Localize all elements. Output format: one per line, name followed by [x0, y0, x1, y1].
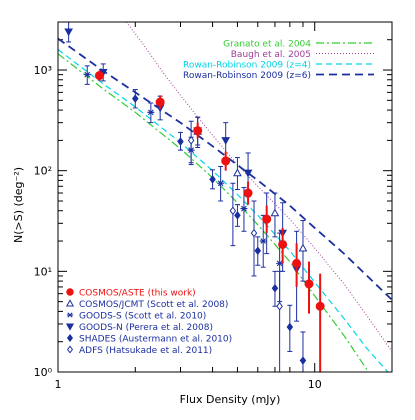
data-point [270, 208, 280, 217]
series-5 [132, 89, 307, 372]
data-point [221, 156, 231, 166]
data-point [193, 126, 203, 136]
data-point [276, 301, 283, 311]
data-point [209, 175, 216, 184]
tick-labels: 1 10 10⁰ 10¹ 10² 10³ [34, 64, 322, 391]
data-point [233, 168, 242, 177]
data-point [221, 137, 231, 145]
data-point [250, 228, 258, 238]
data-point [276, 260, 284, 267]
x-tick-label: 1 [55, 378, 62, 391]
data-point [262, 214, 272, 224]
data-point [234, 211, 241, 220]
data-legend-label: GOODS-N (Perera et al. 2008) [79, 323, 213, 333]
data-legend-label: COSMOS/ASTE (this work) [79, 289, 196, 299]
data-legend-label: COSMOS/JCMT (Scott et al. 2008) [79, 300, 228, 310]
data-point [278, 239, 288, 249]
y-tick-label: 10² [34, 165, 52, 178]
series-6 [187, 120, 283, 372]
data-point [240, 205, 248, 212]
data-legend-marker [66, 333, 74, 343]
series-1 [94, 70, 325, 372]
model-legend-label: Baugh et al. 2005 [231, 50, 311, 60]
data-legend-marker [65, 299, 75, 307]
data-legend-marker [66, 288, 74, 296]
data-point [292, 258, 302, 268]
data-legend-marker [66, 345, 74, 354]
model-legend-label: Rowan-Robinson 2009 (z=4) [183, 61, 311, 71]
data-point [259, 238, 267, 244]
data-point [147, 109, 155, 116]
data-point [304, 279, 314, 289]
model-legend-label: Granato et al. 2004 [223, 40, 311, 50]
x-axis-label: Flux Density (mJy) [180, 393, 281, 406]
data-point [286, 322, 294, 332]
data-point [155, 97, 165, 107]
data-legend: COSMOS/ASTE (this work)COSMOS/JCMT (Scot… [65, 288, 232, 356]
plot-frame [57, 21, 393, 373]
data-point [177, 137, 184, 146]
data-point [243, 188, 253, 198]
data-legend-label: GOODS-S (Scott et al. 2010) [79, 312, 206, 322]
data-point [94, 71, 104, 81]
data-point [229, 206, 237, 216]
data-legend-marker [66, 312, 74, 318]
data-point [254, 246, 262, 256]
y-axis-label: N(>S) (deg⁻²) [12, 167, 25, 243]
data-point [299, 356, 307, 365]
x-tick-label: 10 [308, 378, 322, 391]
data-point [132, 94, 139, 103]
y-tick-label: 10³ [34, 64, 52, 77]
data-point [243, 169, 253, 178]
data-point [217, 180, 225, 187]
model-curve-3 [58, 49, 389, 372]
data-point [187, 136, 195, 145]
y-tick-label: 10¹ [34, 265, 52, 278]
data-point [64, 28, 73, 37]
data-legend-label: SHADES (Austermann et al. 2010) [79, 335, 232, 345]
data-legend-marker [65, 323, 75, 331]
data-points [64, 22, 325, 372]
data-legend-label: ADFS (Hatsukade et al. 2011) [79, 346, 212, 356]
data-point [83, 71, 91, 78]
model-legend-label: Rowan-Robinson 2009 (z=6) [183, 71, 311, 81]
data-point [271, 283, 279, 293]
data-point [298, 243, 308, 252]
y-tick-label: 10⁰ [34, 366, 53, 379]
data-point [315, 301, 325, 311]
model-curve-4 [58, 37, 392, 301]
